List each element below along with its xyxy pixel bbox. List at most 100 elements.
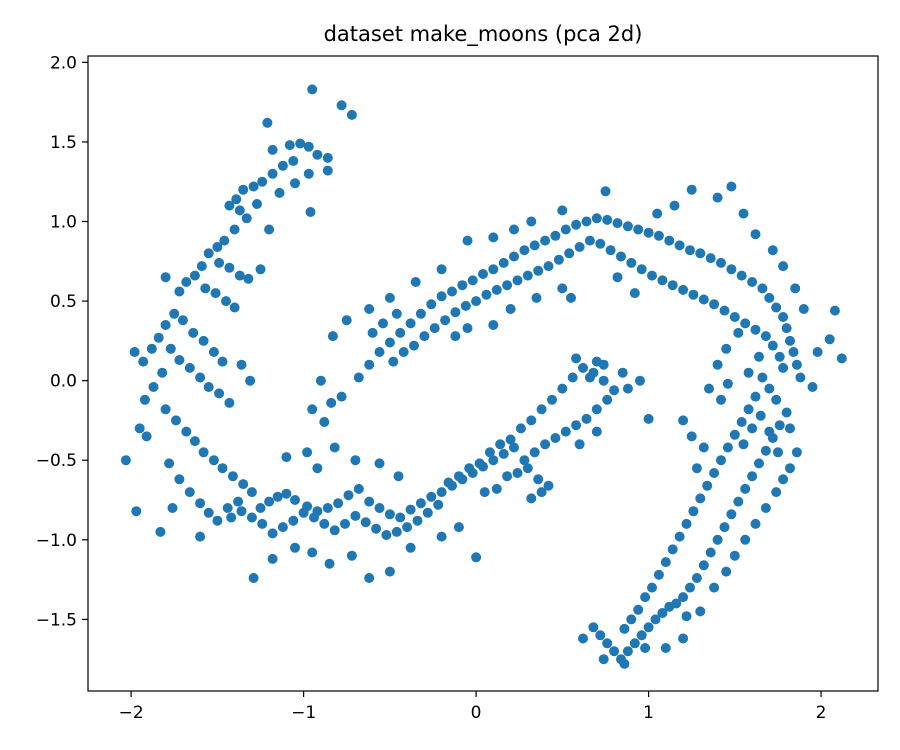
- data-point: [393, 471, 404, 482]
- data-point: [533, 474, 544, 485]
- data-point: [726, 264, 737, 275]
- data-point: [750, 324, 761, 335]
- data-point: [131, 506, 142, 517]
- data-point: [257, 176, 268, 187]
- data-point: [612, 218, 623, 229]
- data-point: [248, 181, 259, 192]
- data-point: [177, 315, 188, 326]
- data-point: [740, 483, 751, 494]
- data-point: [208, 455, 219, 466]
- data-point: [571, 420, 582, 431]
- data-point: [160, 404, 171, 415]
- data-point: [609, 385, 620, 396]
- data-point: [791, 359, 802, 370]
- data-point: [622, 221, 633, 232]
- data-point: [688, 289, 699, 300]
- data-point: [709, 582, 720, 593]
- data-point: [208, 347, 219, 357]
- data-point: [462, 235, 473, 246]
- data-point: [329, 442, 340, 453]
- data-point: [315, 375, 326, 386]
- data-point: [722, 442, 733, 453]
- data-point: [198, 447, 209, 458]
- data-point: [224, 397, 235, 408]
- data-point: [195, 372, 206, 383]
- data-point: [740, 534, 751, 545]
- data-point: [295, 138, 306, 149]
- data-point: [303, 141, 314, 152]
- data-point: [747, 471, 758, 482]
- data-point: [134, 423, 145, 434]
- data-point: [774, 351, 785, 362]
- data-point: [729, 429, 740, 440]
- data-point: [267, 553, 278, 564]
- data-point: [189, 436, 200, 447]
- data-point: [312, 463, 323, 474]
- y-tick-label: −0.5: [36, 451, 77, 471]
- data-point: [138, 356, 149, 367]
- data-point: [643, 622, 654, 633]
- data-point: [771, 394, 782, 405]
- data-points: [120, 84, 847, 669]
- data-point: [307, 84, 318, 95]
- data-point: [678, 592, 689, 603]
- data-point: [302, 447, 313, 458]
- data-point: [540, 439, 551, 450]
- data-point: [564, 248, 575, 259]
- data-point: [512, 468, 523, 478]
- data-point: [622, 383, 633, 394]
- data-point: [536, 487, 547, 498]
- data-point: [536, 404, 547, 415]
- data-point: [212, 515, 223, 526]
- data-point: [479, 487, 490, 498]
- data-point: [440, 315, 451, 326]
- data-point: [695, 248, 706, 259]
- data-point: [350, 455, 361, 466]
- data-point: [336, 391, 347, 402]
- data-point: [716, 257, 726, 268]
- data-point: [557, 283, 568, 294]
- data-point: [653, 230, 664, 241]
- data-point: [412, 515, 423, 526]
- data-point: [426, 299, 437, 310]
- data-point: [512, 275, 523, 286]
- data-point: [640, 592, 651, 603]
- data-point: [719, 305, 730, 316]
- data-point: [181, 426, 192, 437]
- data-point: [698, 560, 709, 571]
- data-point: [303, 168, 314, 179]
- data-point: [509, 251, 519, 262]
- data-point: [336, 100, 347, 111]
- data-point: [346, 550, 357, 561]
- data-point: [712, 534, 723, 545]
- data-point: [184, 362, 195, 373]
- data-point: [374, 503, 385, 513]
- data-point: [557, 205, 568, 216]
- plot-area-frame: [87, 55, 879, 692]
- data-point: [478, 269, 488, 279]
- data-point: [622, 646, 633, 657]
- data-point: [740, 318, 751, 329]
- data-point: [657, 275, 668, 286]
- data-point: [584, 235, 595, 246]
- data-point: [322, 503, 333, 513]
- data-point: [502, 280, 513, 291]
- data-point: [788, 347, 799, 357]
- data-point: [773, 447, 783, 458]
- data-point: [246, 487, 257, 498]
- data-point: [415, 498, 426, 509]
- data-point: [791, 447, 802, 458]
- y-tick-label: 0.0: [50, 372, 77, 392]
- data-point: [529, 447, 540, 458]
- data-point: [364, 359, 375, 370]
- data-point: [255, 503, 266, 513]
- data-point: [409, 340, 419, 351]
- data-point: [429, 323, 440, 334]
- data-point: [771, 302, 782, 313]
- data-point: [198, 335, 209, 346]
- data-point: [219, 235, 230, 246]
- data-point: [747, 277, 758, 287]
- data-point: [526, 493, 537, 504]
- data-point: [157, 367, 168, 378]
